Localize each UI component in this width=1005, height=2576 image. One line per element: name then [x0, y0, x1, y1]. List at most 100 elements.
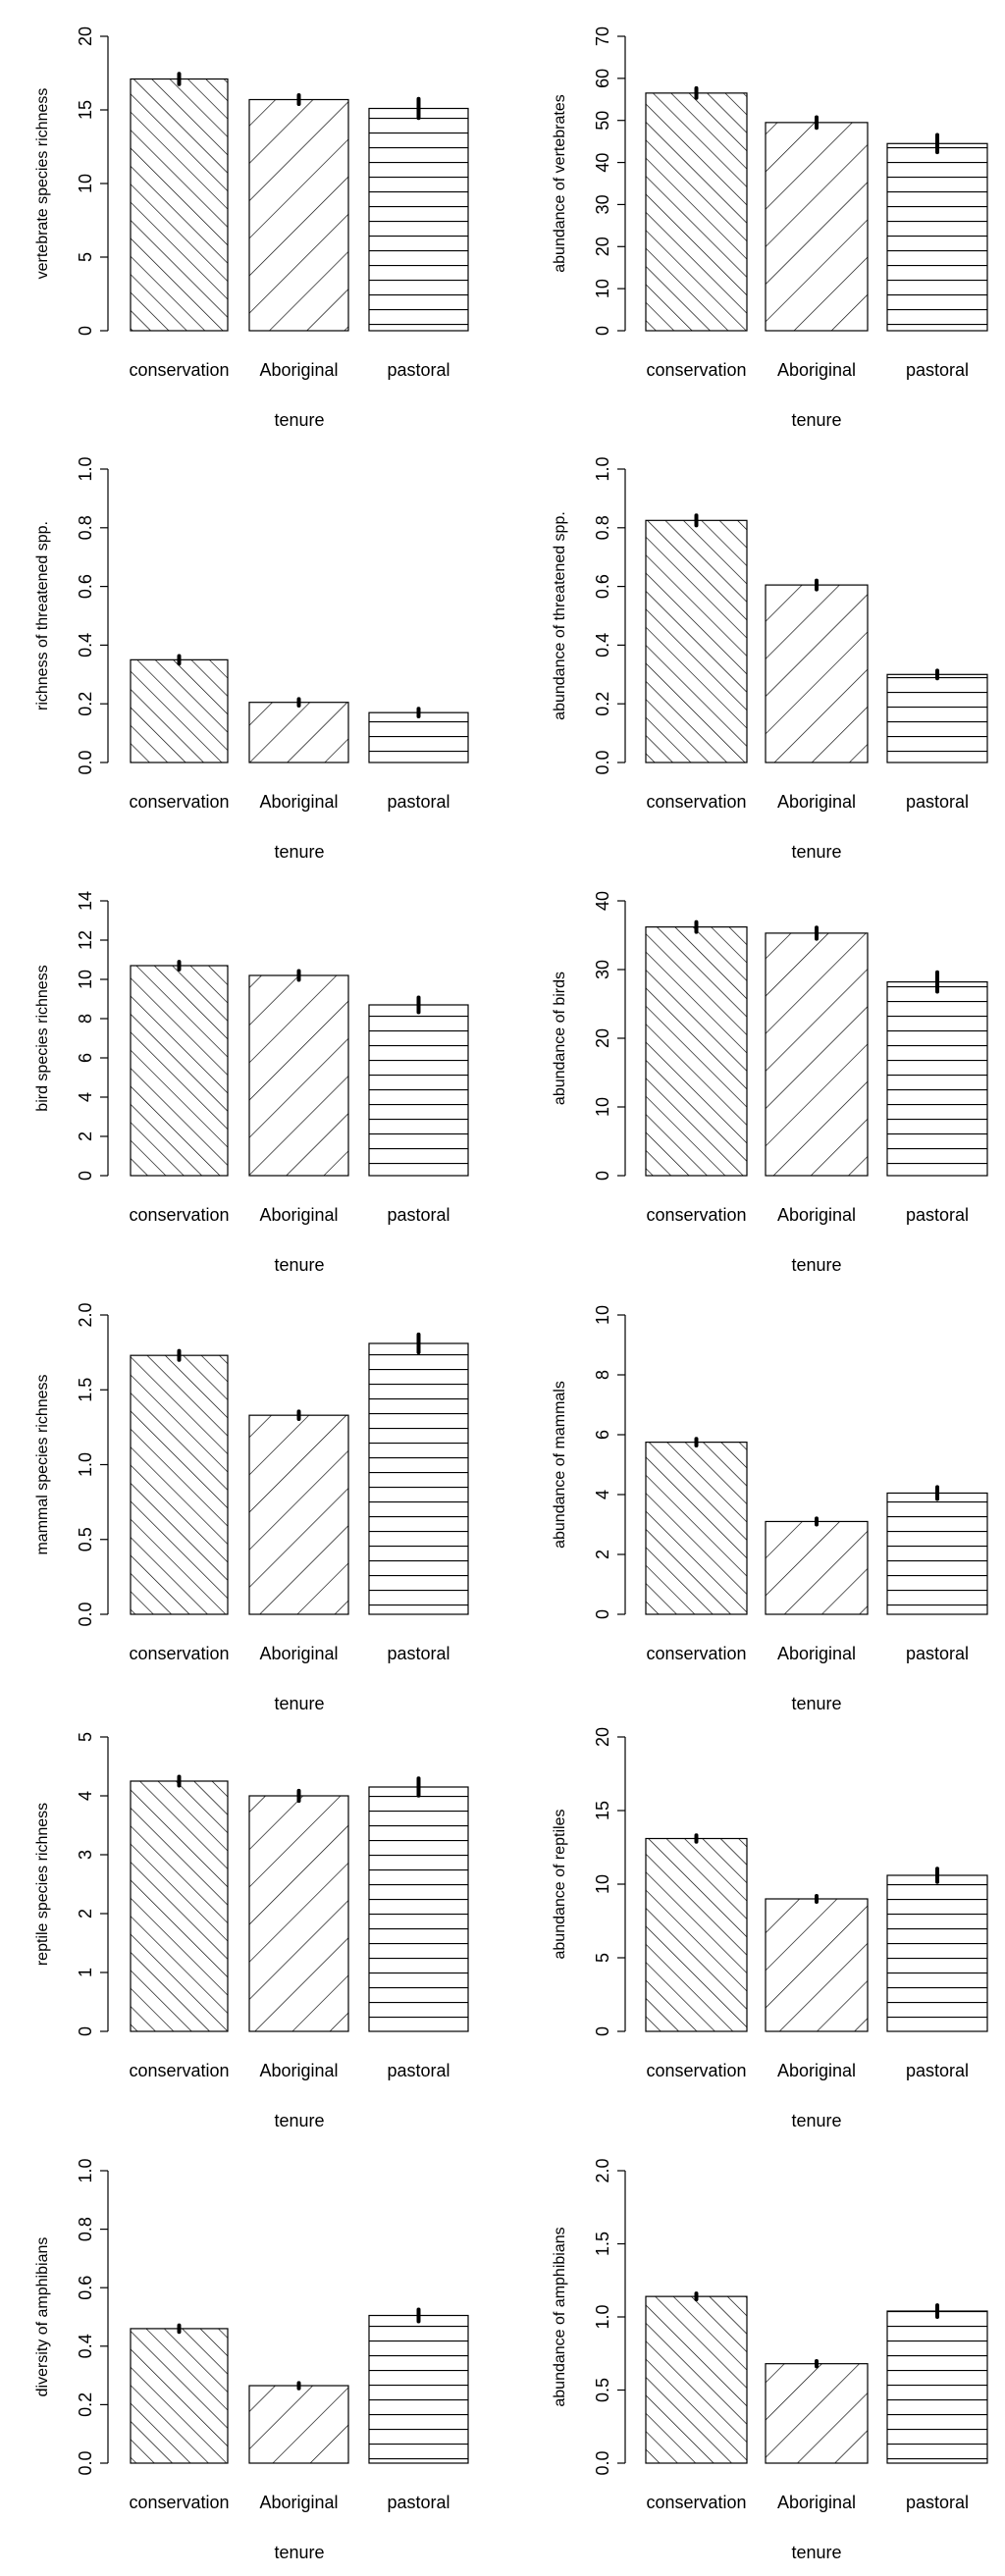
panel-8-y-tick-label: 6 [593, 1430, 612, 1440]
panel-8-category-label-conservation: conservation [646, 1644, 746, 1663]
panel-11-bar-conservation [130, 2328, 229, 2464]
panel-10-y-tick-label: 15 [593, 1801, 612, 1820]
panel-4-bar-aboriginal [765, 584, 869, 763]
panel-12-y-axis-label: abundance of amphibians [552, 2227, 568, 2406]
panel-11-y-tick-label: 0.0 [76, 2450, 95, 2475]
panel-3-y-axis-label: richness of threatened spp. [34, 521, 51, 710]
panel-10-y-tick-label: 20 [593, 1727, 612, 1747]
panel-9-reptile-species-richness: 0 1 2 3 4 5 reptile species richness conservati… [34, 1732, 469, 2130]
panel-3-category-label-conservation: conservation [129, 792, 229, 812]
panel-8-bar-aboriginal [765, 1520, 869, 1615]
panel-4-bar-conservation [645, 519, 748, 763]
panel-7-category-label-pastoral: pastoral [387, 1644, 450, 1663]
panel-5-y-axis-label: bird species richness [34, 965, 51, 1111]
panel-10-category-label-pastoral: pastoral [906, 2061, 969, 2080]
panel-4-category-label-aboriginal: Aboriginal [777, 792, 856, 812]
panel-4-category-label-pastoral: pastoral [906, 792, 969, 812]
panel-5-y-tick-label: 10 [76, 970, 95, 989]
panel-2-bar-pastoral [886, 142, 988, 332]
panel-9-y-tick-label: 0 [76, 2026, 95, 2036]
panel-8-bar-conservation [645, 1442, 748, 1615]
panel-6-category-label-pastoral: pastoral [906, 1205, 969, 1225]
panel-8-bar-pastoral [886, 1492, 988, 1615]
panel-10-category-label-aboriginal: Aboriginal [777, 2061, 856, 2080]
panel-12-category-label-aboriginal: Aboriginal [777, 2493, 856, 2512]
panel-1-bar-conservation [130, 78, 229, 332]
panel-12-category-label-pastoral: pastoral [906, 2493, 969, 2512]
panel-4-category-label-conservation: conservation [646, 792, 746, 812]
panel-11-y-axis-label: diversity of amphibians [34, 2237, 51, 2397]
panel-4-bar-pastoral [886, 673, 988, 763]
panel-7-mammal-species-richness: 0.0 0.5 1.0 1.5 2.0 mammal species richness co… [34, 1302, 469, 1713]
panel-10-bar-aboriginal [765, 1898, 869, 2032]
panel-11-bar-pastoral [368, 2314, 469, 2464]
panel-6-bar-conservation [645, 925, 748, 1177]
panel-10-category-label-conservation: conservation [646, 2061, 746, 2080]
panel-1-y-axis-label: vertebrate species richness [34, 88, 51, 280]
panel-5-x-axis-label: tenure [274, 1255, 324, 1275]
panel-1-bar-aboriginal [248, 98, 349, 332]
panel-6-abundance-of-birds: 0 10 20 30 40 abundance of birds conservation A… [552, 891, 988, 1275]
panel-5-category-label-pastoral: pastoral [387, 1205, 450, 1225]
panel-5-y-tick-label: 4 [76, 1092, 95, 1102]
panel-4-y-axis-label: abundance of threatened spp. [552, 511, 568, 720]
panel-5-y-tick-label: 2 [76, 1131, 95, 1141]
panel-2-abundance-of-vertebrates: 0 10 20 30 40 50 60 70 abundance of vertebrates c… [552, 26, 988, 430]
panel-12-x-axis-label: tenure [791, 2543, 841, 2562]
panel-6-y-tick-label: 30 [593, 960, 612, 979]
panel-6-y-tick-label: 10 [593, 1097, 612, 1117]
panel-1-y-tick-label: 5 [76, 252, 95, 262]
panel-2-bar-conservation [645, 92, 748, 332]
panel-12-y-tick-label: 0.5 [593, 2378, 612, 2402]
panel-4-y-tick-label: 0.2 [593, 692, 612, 716]
panel-4-y-tick-label: 0.0 [593, 750, 612, 774]
panel-10-y-tick-label: 10 [593, 1874, 612, 1894]
panel-3-y-tick-label: 0.2 [76, 692, 95, 716]
panel-7-y-axis-label: mammal species richness [34, 1374, 51, 1554]
panel-6-y-tick-label: 20 [593, 1028, 612, 1048]
panel-9-x-axis-label: tenure [274, 2111, 324, 2130]
panel-12-y-tick-label: 2.0 [593, 2158, 612, 2182]
panel-11-y-tick-label: 0.6 [76, 2276, 95, 2300]
panel-5-y-tick-label: 8 [76, 1014, 95, 1024]
panel-9-category-label-conservation: conservation [129, 2061, 229, 2080]
panel-1-y-tick-label: 10 [76, 174, 95, 193]
panel-9-y-tick-label: 3 [76, 1850, 95, 1860]
panel-11-y-tick-label: 0.4 [76, 2334, 95, 2358]
panel-3-y-tick-label: 0.6 [76, 574, 95, 599]
panel-1-bar-pastoral [368, 107, 469, 332]
panel-8-category-label-pastoral: pastoral [906, 1644, 969, 1663]
panel-2-bar-aboriginal [765, 122, 869, 332]
panel-5-bar-aboriginal [248, 974, 349, 1177]
panel-7-bar-pastoral [368, 1342, 469, 1615]
panel-4-x-axis-label: tenure [791, 842, 841, 862]
panel-2-y-tick-label: 50 [593, 111, 612, 131]
panel-9-category-label-aboriginal: Aboriginal [259, 2061, 338, 2080]
panel-11-bar-aboriginal [248, 2385, 349, 2464]
panel-6-x-axis-label: tenure [791, 1255, 841, 1275]
panel-7-y-tick-label: 1.0 [76, 1452, 95, 1477]
panel-1-category-label-aboriginal: Aboriginal [259, 360, 338, 380]
panel-3-bar-conservation [130, 658, 229, 763]
panel-2-y-tick-label: 40 [593, 153, 612, 173]
panel-12-y-tick-label: 1.0 [593, 2304, 612, 2329]
panel-2-y-tick-label: 0 [593, 326, 612, 336]
panel-2-y-axis-label: abundance of vertebrates [552, 94, 568, 272]
panel-12-bar-aboriginal [765, 2363, 869, 2464]
panel-6-y-tick-label: 40 [593, 891, 612, 911]
panel-3-bar-aboriginal [248, 702, 349, 763]
panel-8-y-tick-label: 4 [593, 1490, 612, 1499]
panel-12-bar-pastoral [886, 2310, 988, 2464]
panel-7-x-axis-label: tenure [274, 1694, 324, 1713]
panel-10-bar-conservation [645, 1837, 748, 2032]
panel-8-y-tick-label: 0 [593, 1609, 612, 1619]
panel-3-y-tick-label: 0.8 [76, 515, 95, 540]
panel-6-y-axis-label: abundance of birds [552, 972, 568, 1105]
panel-11-category-label-pastoral: pastoral [387, 2493, 450, 2512]
panel-3-x-axis-label: tenure [274, 842, 324, 862]
panel-9-y-tick-label: 1 [76, 1968, 95, 1977]
panel-5-bar-pastoral [368, 1004, 469, 1177]
panel-1-y-tick-label: 15 [76, 100, 95, 120]
panel-1-x-axis-label: tenure [274, 410, 324, 430]
panel-8-y-tick-label: 2 [593, 1550, 612, 1559]
